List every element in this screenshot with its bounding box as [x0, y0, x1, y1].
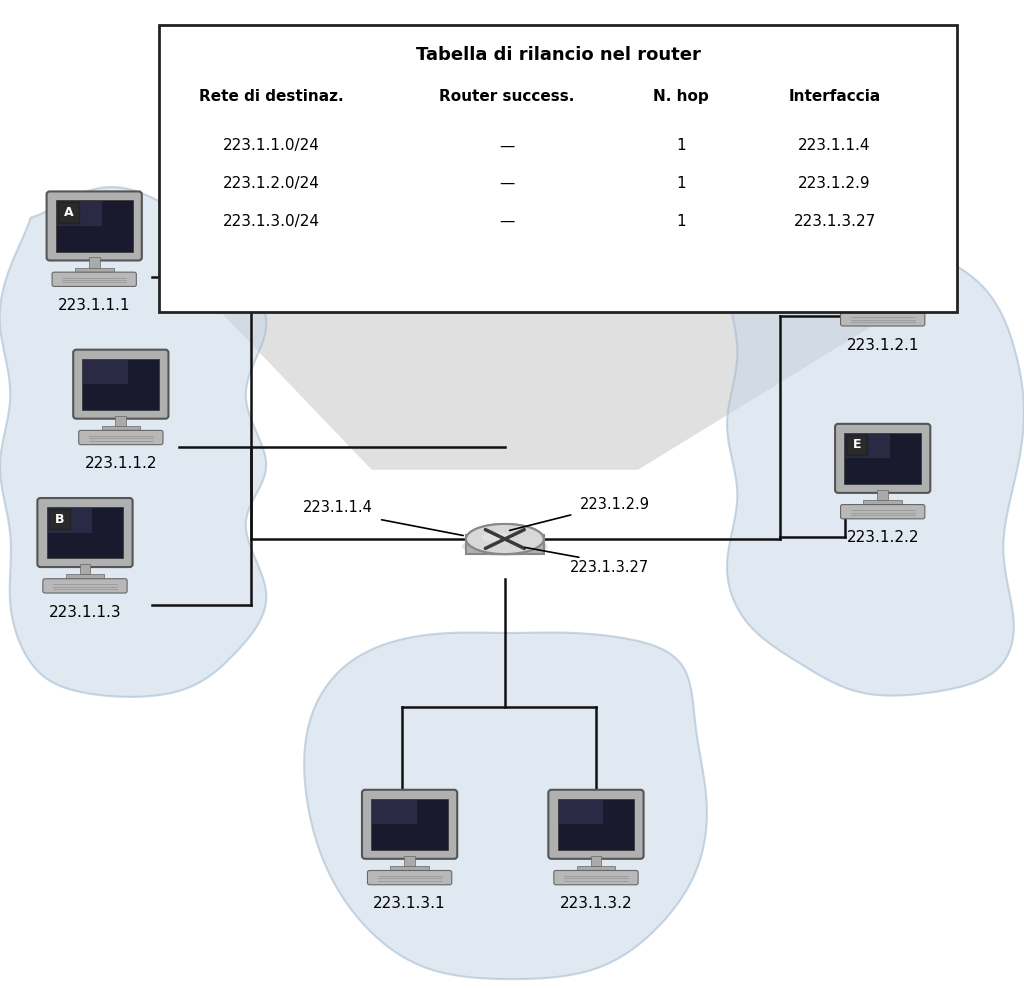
Bar — [404, 855, 415, 866]
Bar — [390, 866, 429, 870]
Text: 223.1.3.27: 223.1.3.27 — [794, 214, 876, 228]
FancyBboxPatch shape — [554, 870, 638, 885]
Text: Tabella di rilancio nel router: Tabella di rilancio nel router — [416, 46, 700, 64]
Bar — [591, 855, 601, 866]
FancyBboxPatch shape — [841, 504, 925, 519]
Text: N. hop: N. hop — [653, 89, 709, 104]
FancyBboxPatch shape — [845, 240, 890, 265]
Text: 223.1.1.4: 223.1.1.4 — [799, 138, 870, 153]
Text: 223.1.1.1: 223.1.1.1 — [58, 298, 130, 313]
FancyBboxPatch shape — [79, 430, 163, 445]
FancyBboxPatch shape — [841, 312, 925, 326]
Bar — [75, 268, 114, 272]
Text: 223.1.3.0/24: 223.1.3.0/24 — [223, 214, 319, 228]
FancyBboxPatch shape — [844, 240, 922, 291]
FancyBboxPatch shape — [55, 201, 133, 251]
Bar — [89, 257, 99, 268]
Text: Router success.: Router success. — [439, 89, 574, 104]
FancyBboxPatch shape — [43, 579, 127, 593]
FancyBboxPatch shape — [368, 870, 452, 885]
Polygon shape — [726, 208, 1024, 695]
FancyBboxPatch shape — [47, 507, 92, 532]
FancyBboxPatch shape — [46, 192, 141, 260]
Polygon shape — [0, 187, 266, 697]
Text: B: B — [54, 512, 63, 525]
Text: Interfaccia: Interfaccia — [788, 89, 881, 104]
FancyBboxPatch shape — [56, 201, 101, 225]
FancyBboxPatch shape — [371, 799, 449, 850]
FancyBboxPatch shape — [159, 25, 957, 312]
Ellipse shape — [462, 537, 548, 556]
Text: 1: 1 — [676, 138, 686, 153]
Bar — [577, 866, 615, 870]
Text: 223.1.3.1: 223.1.3.1 — [374, 896, 445, 911]
FancyBboxPatch shape — [466, 535, 544, 554]
FancyBboxPatch shape — [845, 433, 890, 458]
FancyBboxPatch shape — [362, 790, 458, 858]
FancyBboxPatch shape — [83, 359, 128, 384]
Bar — [101, 426, 140, 430]
Ellipse shape — [481, 532, 513, 542]
Text: 223.1.1.3: 223.1.1.3 — [49, 604, 121, 619]
Text: 223.1.3.27: 223.1.3.27 — [569, 560, 649, 576]
Text: 223.1.1.4: 223.1.1.4 — [303, 499, 373, 515]
FancyBboxPatch shape — [82, 359, 160, 409]
Text: —: — — [500, 138, 514, 153]
Text: —: — — [500, 176, 514, 191]
FancyBboxPatch shape — [836, 424, 930, 493]
Text: —: — — [500, 214, 514, 228]
FancyBboxPatch shape — [549, 790, 643, 858]
Text: 223.1.1.2: 223.1.1.2 — [85, 456, 157, 471]
Text: A: A — [63, 206, 73, 219]
Text: 223.1.1.0/24: 223.1.1.0/24 — [223, 138, 319, 153]
FancyBboxPatch shape — [836, 231, 930, 300]
Ellipse shape — [466, 524, 544, 554]
FancyBboxPatch shape — [557, 799, 635, 850]
Text: 1: 1 — [676, 214, 686, 228]
Bar — [80, 564, 90, 575]
Text: 223.1.2.0/24: 223.1.2.0/24 — [223, 176, 319, 191]
Text: 1: 1 — [676, 176, 686, 191]
Text: 223.1.2.9: 223.1.2.9 — [799, 176, 870, 191]
Text: E: E — [853, 438, 861, 451]
FancyBboxPatch shape — [46, 507, 124, 558]
FancyBboxPatch shape — [52, 272, 136, 287]
Bar — [116, 415, 126, 426]
FancyBboxPatch shape — [37, 498, 133, 567]
FancyBboxPatch shape — [558, 799, 603, 824]
FancyBboxPatch shape — [847, 435, 867, 455]
FancyBboxPatch shape — [844, 433, 922, 484]
Text: Rete di destinaz.: Rete di destinaz. — [199, 89, 344, 104]
Bar — [863, 308, 902, 312]
FancyBboxPatch shape — [49, 509, 70, 529]
Bar — [66, 575, 104, 579]
Ellipse shape — [466, 524, 544, 554]
Bar — [863, 500, 902, 504]
Bar — [878, 297, 888, 308]
Polygon shape — [220, 312, 896, 470]
Text: 223.1.2.1: 223.1.2.1 — [847, 337, 919, 352]
Polygon shape — [304, 633, 707, 979]
FancyBboxPatch shape — [73, 350, 168, 418]
FancyBboxPatch shape — [372, 799, 417, 824]
Text: 223.1.2.2: 223.1.2.2 — [847, 530, 919, 545]
FancyBboxPatch shape — [58, 203, 79, 223]
Bar — [878, 490, 888, 500]
Text: 223.1.2.9: 223.1.2.9 — [580, 496, 649, 512]
Text: 223.1.3.2: 223.1.3.2 — [560, 896, 632, 911]
